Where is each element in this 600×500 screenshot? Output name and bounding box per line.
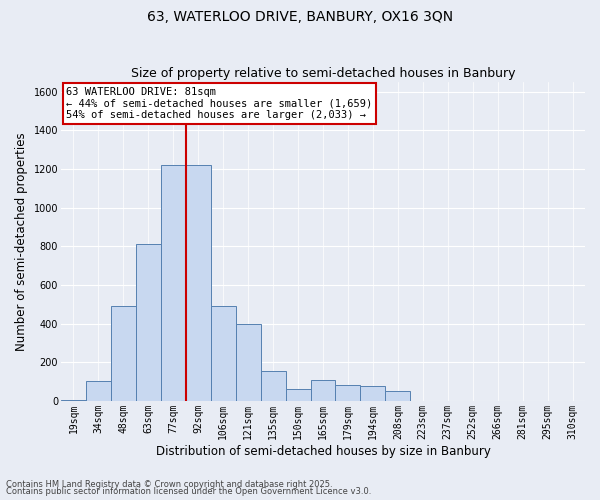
Text: Contains public sector information licensed under the Open Government Licence v3: Contains public sector information licen… — [6, 487, 371, 496]
Text: 63, WATERLOO DRIVE, BANBURY, OX16 3QN: 63, WATERLOO DRIVE, BANBURY, OX16 3QN — [147, 10, 453, 24]
Y-axis label: Number of semi-detached properties: Number of semi-detached properties — [15, 132, 28, 351]
Bar — [186, 165, 211, 401]
Bar — [136, 244, 161, 401]
Bar — [361, 386, 385, 401]
Bar — [260, 371, 286, 401]
Bar — [61, 400, 86, 401]
Bar — [236, 324, 260, 401]
Bar — [161, 165, 186, 401]
Bar — [111, 306, 136, 401]
Bar — [385, 392, 410, 401]
Bar — [211, 306, 236, 401]
Text: Contains HM Land Registry data © Crown copyright and database right 2025.: Contains HM Land Registry data © Crown c… — [6, 480, 332, 489]
Bar — [286, 390, 311, 401]
X-axis label: Distribution of semi-detached houses by size in Banbury: Distribution of semi-detached houses by … — [155, 444, 490, 458]
Text: 63 WATERLOO DRIVE: 81sqm
← 44% of semi-detached houses are smaller (1,659)
54% o: 63 WATERLOO DRIVE: 81sqm ← 44% of semi-d… — [66, 87, 373, 120]
Title: Size of property relative to semi-detached houses in Banbury: Size of property relative to semi-detach… — [131, 66, 515, 80]
Bar — [311, 380, 335, 401]
Bar — [335, 386, 361, 401]
Bar — [86, 380, 111, 401]
